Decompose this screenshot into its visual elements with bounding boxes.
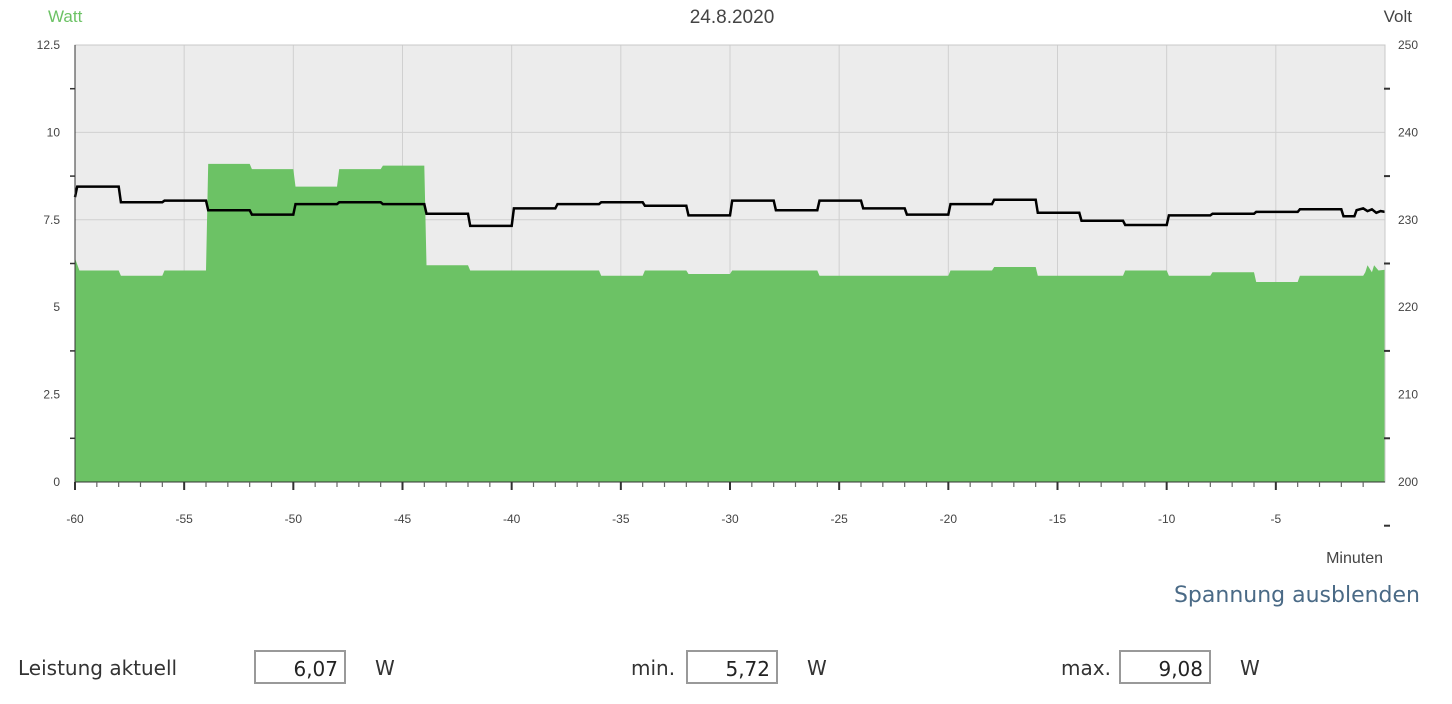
y-tick-label: 5 <box>53 300 60 314</box>
y2-tick-label: 240 <box>1398 125 1418 139</box>
y2-tick-label: 230 <box>1398 213 1418 227</box>
y-tick-label: 2.5 <box>43 388 60 402</box>
x-tick-label: -35 <box>612 512 630 526</box>
x-axis-title: Minuten <box>1326 550 1383 567</box>
y-tick-label: 10 <box>47 125 61 139</box>
current-power-value: 6,07 <box>254 650 346 684</box>
x-tick-label: -45 <box>394 512 412 526</box>
max-power-unit: W <box>1240 656 1260 680</box>
power-area-series <box>75 163 1385 482</box>
x-tick-label: -50 <box>285 512 303 526</box>
min-power-unit: W <box>807 656 827 680</box>
hide-voltage-link[interactable]: Spannung ausblenden <box>1173 583 1420 608</box>
power-voltage-chart: 0 2.5 5 7.5 10 12.5 200 210 220 230 240 250 -60 -55 -5… <box>37 7 1419 567</box>
max-power-label: max. <box>1061 656 1111 680</box>
x-tick-label: -15 <box>1049 512 1067 526</box>
power-stats-row: Leistung aktuell 6,07 W min. 5,72 W max.… <box>0 646 1452 692</box>
x-tick-label: -20 <box>940 512 958 526</box>
current-power-label: Leistung aktuell <box>18 656 178 680</box>
x-tick-label: -60 <box>66 512 84 526</box>
y2-axis-title: Volt <box>1384 7 1413 26</box>
y2-tick-label: 250 <box>1398 38 1418 52</box>
y-tick-label: 0 <box>53 475 60 489</box>
voltage-line-series <box>73 185 1386 228</box>
x-tick-label: -40 <box>503 512 521 526</box>
chart-title: 24.8.2020 <box>690 7 775 28</box>
min-power-label: min. <box>631 656 676 680</box>
max-power-value: 9,08 <box>1119 650 1211 684</box>
y2-tick-label: 220 <box>1398 300 1418 314</box>
x-tick-label: -5 <box>1270 512 1281 526</box>
y2-tick-label: 210 <box>1398 388 1418 402</box>
x-tick-label: -55 <box>175 512 193 526</box>
y-tick-label: 12.5 <box>37 38 61 52</box>
x-tick-label: -10 <box>1158 512 1176 526</box>
x-tick-label: -30 <box>721 512 739 526</box>
x-tick-label: -25 <box>830 512 848 526</box>
y-axis-title: Watt <box>48 7 83 26</box>
current-power-unit: W <box>375 656 395 680</box>
y2-tick-label: 200 <box>1398 475 1418 489</box>
min-power-value: 5,72 <box>686 650 778 684</box>
y-tick-label: 7.5 <box>43 213 60 227</box>
